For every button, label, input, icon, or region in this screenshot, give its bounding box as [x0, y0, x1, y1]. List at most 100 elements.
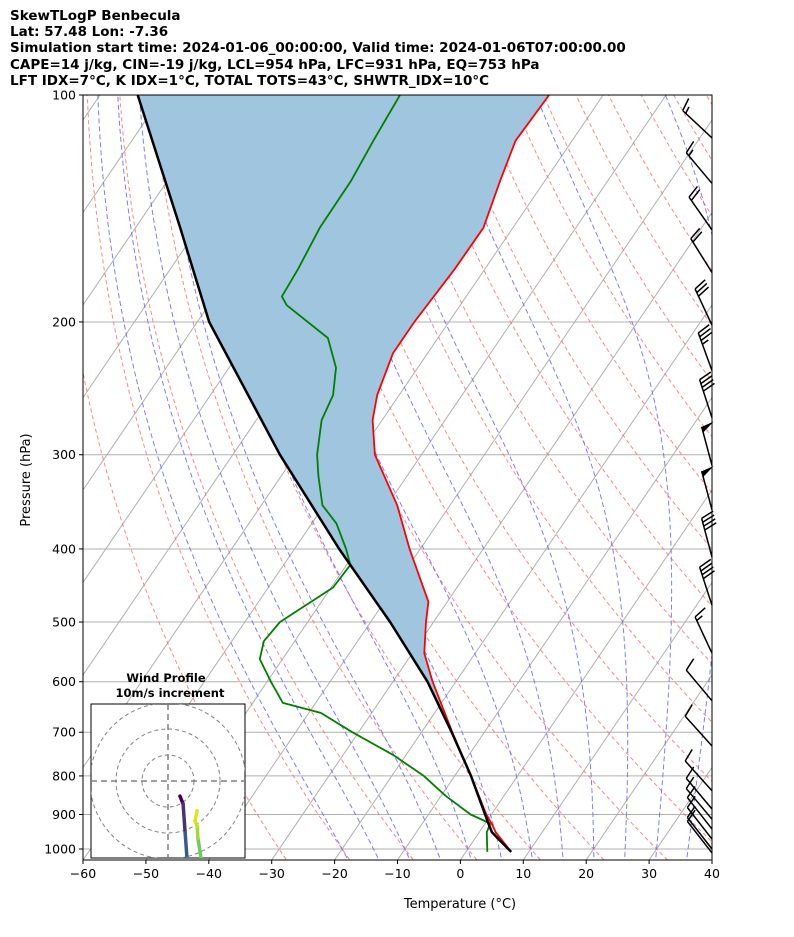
dry-adiabat: [445, 95, 712, 550]
wind-barb: [694, 607, 713, 654]
barb-full: [697, 324, 710, 334]
x-tick-label: 10: [515, 866, 531, 881]
isotherm: [460, 489, 712, 860]
moist-adiabat: [258, 95, 533, 860]
dry-adiabat: [380, 95, 712, 665]
barb-staff: [698, 379, 713, 419]
chart-header: SkewTLogP Benbecula Lat: 57.48 Lon: -7.3…: [10, 8, 626, 89]
barb-full: [696, 282, 708, 294]
barb-full: [699, 558, 712, 568]
barb-full: [697, 286, 710, 297]
barb-staff: [700, 426, 713, 466]
barb-full: [703, 518, 716, 527]
wind-barb: [690, 227, 713, 273]
barb-full: [694, 279, 706, 290]
y-tick-label: 600: [52, 674, 76, 689]
barb-flag: [701, 421, 714, 433]
barb-staff: [684, 760, 713, 792]
barb-full: [685, 776, 695, 789]
wind-barb: [685, 140, 713, 184]
wind-barbs: [682, 98, 717, 854]
x-tick-label: −10: [384, 866, 410, 881]
barb-full: [700, 375, 713, 385]
wind-barb: [700, 510, 717, 558]
barb-staff: [686, 820, 713, 854]
wind-barb: [700, 421, 714, 466]
wind-barb: [684, 748, 713, 792]
x-tick-label: −40: [196, 866, 222, 881]
x-tick-label: 40: [704, 866, 720, 881]
barb-full: [685, 766, 695, 779]
wind-barb: [694, 279, 713, 326]
barb-staff: [688, 196, 713, 231]
dry-adiabat: [412, 95, 712, 607]
barb-full: [685, 140, 695, 154]
barb-full: [690, 227, 701, 240]
moist-adiabat: [138, 95, 411, 860]
y-tick-label: 200: [52, 314, 76, 329]
barb-full: [702, 382, 715, 392]
wind-barb: [698, 371, 715, 419]
profiles: [136, 95, 550, 853]
barb-full: [700, 331, 713, 342]
wind-barb: [698, 558, 715, 606]
dry-adiabat: [314, 95, 712, 783]
hodograph-title: Wind Profile: [126, 671, 206, 685]
barb-full: [702, 570, 715, 580]
moist-adiabat: [535, 95, 673, 860]
dry-adiabat: [705, 95, 712, 106]
cape-cin-fill: [137, 95, 550, 776]
isotherm: [271, 211, 712, 860]
barb-full: [701, 566, 714, 576]
x-axis-label: Temperature (°C): [403, 897, 516, 912]
y-tick-label: 1000: [44, 842, 76, 857]
moist-adiabat: [436, 95, 629, 860]
barb-staff: [694, 616, 713, 654]
isotherm: [83, 95, 227, 306]
barb-full: [704, 522, 717, 531]
barb-full: [701, 378, 714, 388]
dry-adiabat: [184, 95, 542, 860]
location-coordinates: Lat: 57.48 Lon: -7.36: [10, 24, 169, 41]
y-tick-label: 700: [52, 725, 76, 740]
moist-adiabat: [304, 95, 564, 860]
barb-full: [700, 562, 713, 572]
wind-barb: [688, 185, 713, 231]
isotherm: [522, 581, 712, 860]
barb-full: [684, 704, 693, 717]
x-tick-label: −20: [321, 866, 347, 881]
y-tick-label: 900: [52, 807, 76, 822]
isotherm: [711, 859, 712, 860]
wind-barb: [700, 465, 714, 511]
barb-staff: [685, 152, 713, 184]
parcel-line: [136, 95, 513, 853]
cin-area: [137, 95, 550, 776]
barb-staff: [682, 110, 713, 139]
barb-full: [690, 189, 701, 201]
isotherm: [208, 119, 712, 860]
barb-full: [701, 510, 714, 520]
wind-barb: [686, 809, 713, 854]
barb-staff: [700, 471, 713, 511]
y-tick-label: 300: [52, 447, 76, 462]
y-tick-label: 800: [52, 768, 76, 783]
wind-barb: [697, 324, 713, 371]
moist-adiabat: [97, 95, 349, 860]
dry-adiabat: [542, 95, 712, 382]
barb-full: [699, 371, 712, 381]
axes: −60 −50 −40 −30 −20 −10 0 10 20 30 40 100 200 300 400 5…: [44, 88, 720, 882]
moist-adiabat: [162, 95, 442, 860]
x-tick-label: 0: [456, 866, 464, 881]
dry-adiabat: [282, 95, 712, 843]
barb-staff: [686, 817, 713, 850]
barb-full: [682, 98, 690, 111]
y-tick-label: 500: [52, 615, 76, 630]
stability-indices-1: CAPE=14 j/kg, CIN=-19 j/kg, LCL=954 hPa,…: [10, 56, 540, 73]
dry-adiabat: [83, 370, 288, 860]
hodograph-segment: [196, 836, 203, 858]
dry-adiabat: [347, 95, 712, 723]
moist-adiabat: [664, 95, 712, 860]
isotherm: [585, 674, 712, 860]
wind-barb: [682, 98, 713, 139]
